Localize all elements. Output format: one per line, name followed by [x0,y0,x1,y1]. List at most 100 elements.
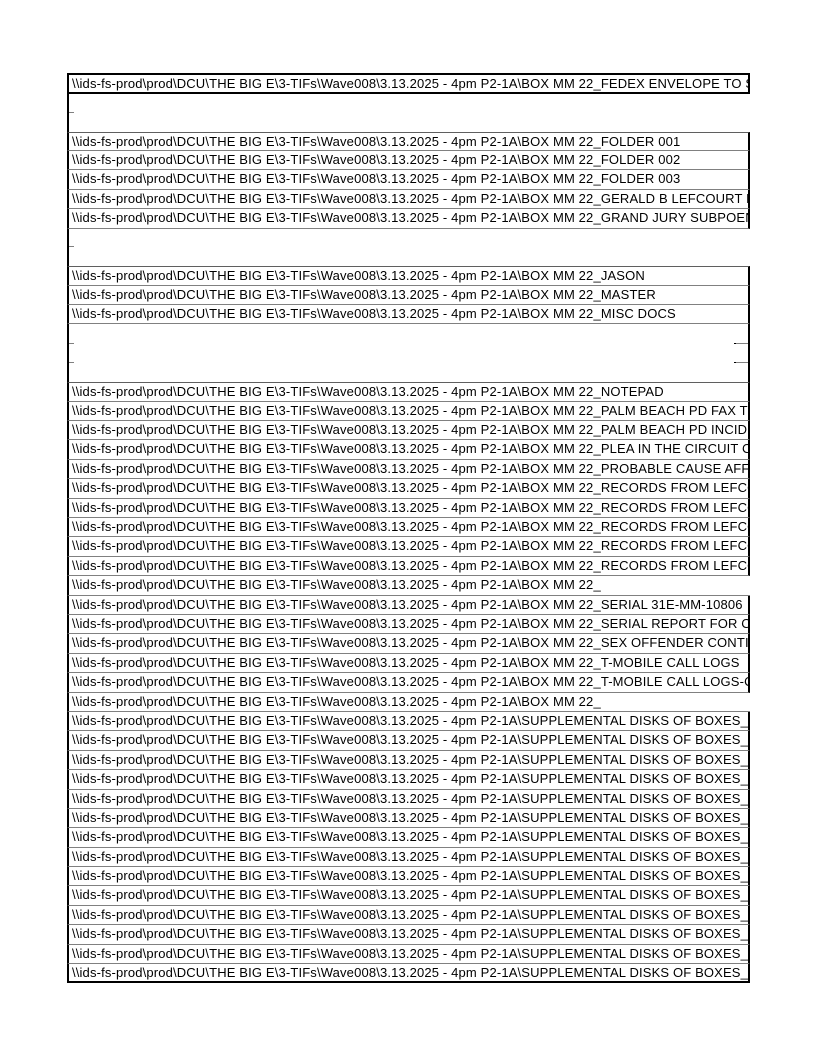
path-suffix: BOX MM 22_FOLDER 001 [521,133,681,149]
path-suffix: SUPPLEMENTAL DISKS OF BOXES_BO [521,848,750,864]
empty-row [67,112,750,132]
table-row: \\ids-fs-prod\prod\DCU\THE BIG E\3-TIFs\… [67,266,750,286]
table-row: \\ids-fs-prod\prod\DCU\THE BIG E\3-TIFs\… [67,789,750,809]
table-row: \\ids-fs-prod\prod\DCU\THE BIG E\3-TIFs\… [67,150,750,171]
path-suffix: SUPPLEMENTAL DISKS OF BOXES_BO [521,965,750,981]
path-suffix: BOX MM 22_RECORDS FROM LEFCO [521,538,750,554]
path-prefix: \\ids-fs-prod\prod\DCU\THE BIG E\3-TIFs\… [72,422,522,438]
path-suffix: BOX MM 22_ [521,577,601,593]
path-prefix: \\ids-fs-prod\prod\DCU\THE BIG E\3-TIFs\… [72,441,522,457]
file-path-text: \\ids-fs-prod\prod\DCU\THE BIG E\3-TIFs\… [69,712,750,730]
table-row: \\ids-fs-prod\prod\DCU\THE BIG E\3-TIFs\… [67,925,750,945]
file-path-text: \\ids-fs-prod\prod\DCU\THE BIG E\3-TIFs\… [69,557,748,575]
file-path-text: \\ids-fs-prod\prod\DCU\THE BIG E\3-TIFs\… [69,906,748,924]
path-suffix: SUPPLEMENTAL DISKS OF BOXES_BO [521,809,750,825]
row-separator-tick-right [734,361,748,363]
file-path-text: \\ids-fs-prod\prod\DCU\THE BIG E\3-TIFs\… [69,828,750,846]
path-prefix: \\ids-fs-prod\prod\DCU\THE BIG E\3-TIFs\… [72,906,522,922]
row-separator-tick-left [69,246,74,248]
table-row: \\ids-fs-prod\prod\DCU\THE BIG E\3-TIFs\… [67,673,750,693]
row-separator-tick-right [734,342,748,344]
file-path-text: \\ids-fs-prod\prod\DCU\THE BIG E\3-TIFs\… [69,170,748,188]
file-path-text: \\ids-fs-prod\prod\DCU\THE BIG E\3-TIFs\… [69,383,748,400]
path-prefix: \\ids-fs-prod\prod\DCU\THE BIG E\3-TIFs\… [72,286,522,302]
empty-row [67,324,750,344]
path-suffix: BOX MM 22_T-MOBILE CALL LOGS-O [521,674,750,690]
table-row: \\ids-fs-prod\prod\DCU\THE BIG E\3-TIFs\… [67,537,750,557]
empty-row [67,362,750,383]
path-suffix: SUPPLEMENTAL DISKS OF BOXES_BO [521,887,750,903]
path-prefix: \\ids-fs-prod\prod\DCU\THE BIG E\3-TIFs\… [72,499,522,515]
file-path-text: \\ids-fs-prod\prod\DCU\THE BIG E\3-TIFs\… [69,770,748,788]
path-prefix: \\ids-fs-prod\prod\DCU\THE BIG E\3-TIFs\… [72,829,522,845]
path-prefix: \\ids-fs-prod\prod\DCU\THE BIG E\3-TIFs\… [72,268,522,284]
file-path-text: \\ids-fs-prod\prod\DCU\THE BIG E\3-TIFs\… [69,731,750,749]
path-suffix: SUPPLEMENTAL DISKS OF BOXES_BO [521,829,750,845]
path-suffix: BOX MM 22_NOTEPAD [521,384,664,400]
file-path-text: \\ids-fs-prod\prod\DCU\THE BIG E\3-TIFs\… [69,537,750,555]
path-suffix: BOX MM 22_PALM BEACH PD INCIDE [521,422,750,438]
table-row: \\ids-fs-prod\prod\DCU\THE BIG E\3-TIFs\… [67,498,750,519]
table-row: \\ids-fs-prod\prod\DCU\THE BIG E\3-TIFs\… [67,401,750,422]
path-suffix: BOX MM 22_PLEA IN THE CIRCUIT CO [521,441,750,457]
path-suffix: BOX MM 22_GERALD B LEFCOURT PO [521,190,750,206]
path-suffix: SUPPLEMENTAL DISKS OF BOXES_BO [521,732,750,748]
path-suffix: SUPPLEMENTAL DISKS OF BOXES_BO [521,868,750,884]
row-separator-tick-left [69,342,74,344]
path-suffix: BOX MM 22_MASTER [521,286,656,302]
file-path-text: \\ids-fs-prod\prod\DCU\THE BIG E\3-TIFs\… [69,596,748,614]
table-row: \\ids-fs-prod\prod\DCU\THE BIG E\3-TIFs\… [67,170,750,190]
file-path-text: \\ids-fs-prod\prod\DCU\THE BIG E\3-TIFs\… [69,518,750,536]
path-prefix: \\ids-fs-prod\prod\DCU\THE BIG E\3-TIFs\… [72,771,522,787]
table-row: \\ids-fs-prod\prod\DCU\THE BIG E\3-TIFs\… [67,886,750,906]
file-path-text: \\ids-fs-prod\prod\DCU\THE BIG E\3-TIFs\… [69,305,748,323]
file-path-text: \\ids-fs-prod\prod\DCU\THE BIG E\3-TIFs\… [69,402,750,420]
table-row: \\ids-fs-prod\prod\DCU\THE BIG E\3-TIFs\… [67,556,750,577]
table-row: \\ids-fs-prod\prod\DCU\THE BIG E\3-TIFs\… [67,576,750,596]
path-prefix: \\ids-fs-prod\prod\DCU\THE BIG E\3-TIFs\… [72,171,522,187]
file-path-text: \\ids-fs-prod\prod\DCU\THE BIG E\3-TIFs\… [69,634,748,652]
path-prefix: \\ids-fs-prod\prod\DCU\THE BIG E\3-TIFs\… [72,809,522,825]
table-row: \\ids-fs-prod\prod\DCU\THE BIG E\3-TIFs\… [67,847,750,868]
path-suffix: SUPPLEMENTAL DISKS OF BOXES_BO [521,712,750,728]
table-row: \\ids-fs-prod\prod\DCU\THE BIG E\3-TIFs\… [67,634,750,654]
path-suffix: BOX MM 22_GRAND JURY SUBPOEN [521,210,750,226]
row-separator-tick-left [69,361,74,363]
table-row: \\ids-fs-prod\prod\DCU\THE BIG E\3-TIFs\… [67,421,750,441]
path-suffix: SUPPLEMENTAL DISKS OF BOXES_BO [521,790,750,806]
file-path-text: \\ids-fs-prod\prod\DCU\THE BIG E\3-TIFs\… [69,499,748,517]
file-path-table: \\ids-fs-prod\prod\DCU\THE BIG E\3-TIFs\… [67,73,750,984]
table-row: \\ids-fs-prod\prod\DCU\THE BIG E\3-TIFs\… [67,750,750,771]
path-prefix: \\ids-fs-prod\prod\DCU\THE BIG E\3-TIFs\… [72,654,522,670]
path-prefix: \\ids-fs-prod\prod\DCU\THE BIG E\3-TIFs\… [72,674,522,690]
path-prefix: \\ids-fs-prod\prod\DCU\THE BIG E\3-TIFs\… [72,615,522,631]
path-suffix: BOX MM 22_FEDEX ENVELOPE TO SA [521,76,750,91]
path-prefix: \\ids-fs-prod\prod\DCU\THE BIG E\3-TIFs\… [72,460,522,476]
file-path-text: \\ids-fs-prod\prod\DCU\THE BIG E\3-TIFs\… [69,576,750,594]
path-prefix: \\ids-fs-prod\prod\DCU\THE BIG E\3-TIFs\… [72,887,522,903]
file-path-text: \\ids-fs-prod\prod\DCU\THE BIG E\3-TIFs\… [69,964,750,981]
file-path-text: \\ids-fs-prod\prod\DCU\THE BIG E\3-TIFs\… [69,693,750,711]
path-prefix: \\ids-fs-prod\prod\DCU\THE BIG E\3-TIFs\… [72,480,522,496]
path-prefix: \\ids-fs-prod\prod\DCU\THE BIG E\3-TIFs\… [72,751,522,767]
file-path-text: \\ids-fs-prod\prod\DCU\THE BIG E\3-TIFs\… [69,615,748,633]
file-path-text: \\ids-fs-prod\prod\DCU\THE BIG E\3-TIFs\… [69,286,748,304]
path-suffix: BOX MM 22_SERIAL 31E-MM-10806 [521,596,743,612]
table-row: \\ids-fs-prod\prod\DCU\THE BIG E\3-TIFs\… [67,770,750,790]
table-row: \\ids-fs-prod\prod\DCU\THE BIG E\3-TIFs\… [67,285,750,305]
file-path-text: \\ids-fs-prod\prod\DCU\THE BIG E\3-TIFs\… [69,133,748,150]
table-row: \\ids-fs-prod\prod\DCU\THE BIG E\3-TIFs\… [67,653,750,674]
path-prefix: \\ids-fs-prod\prod\DCU\THE BIG E\3-TIFs\… [72,945,522,961]
table-row: \\ids-fs-prod\prod\DCU\THE BIG E\3-TIFs\… [67,731,750,751]
path-suffix: SUPPLEMENTAL DISKS OF BOXES_BO [521,926,750,942]
table-row: \\ids-fs-prod\prod\DCU\THE BIG E\3-TIFs\… [67,304,750,325]
path-suffix: BOX MM 22_PALM BEACH PD FAX TO [521,402,750,418]
path-prefix: \\ids-fs-prod\prod\DCU\THE BIG E\3-TIFs\… [72,790,522,806]
table-row: \\ids-fs-prod\prod\DCU\THE BIG E\3-TIFs\… [67,479,750,499]
table-row: \\ids-fs-prod\prod\DCU\THE BIG E\3-TIFs\… [67,189,750,210]
path-prefix: \\ids-fs-prod\prod\DCU\THE BIG E\3-TIFs\… [72,926,522,942]
file-path-text: \\ids-fs-prod\prod\DCU\THE BIG E\3-TIFs\… [69,654,748,672]
table-row: \\ids-fs-prod\prod\DCU\THE BIG E\3-TIFs\… [67,382,750,402]
file-path-text: \\ids-fs-prod\prod\DCU\THE BIG E\3-TIFs\… [69,267,748,284]
path-suffix: BOX MM 22_RECORDS FROM LEFCO [521,519,750,535]
